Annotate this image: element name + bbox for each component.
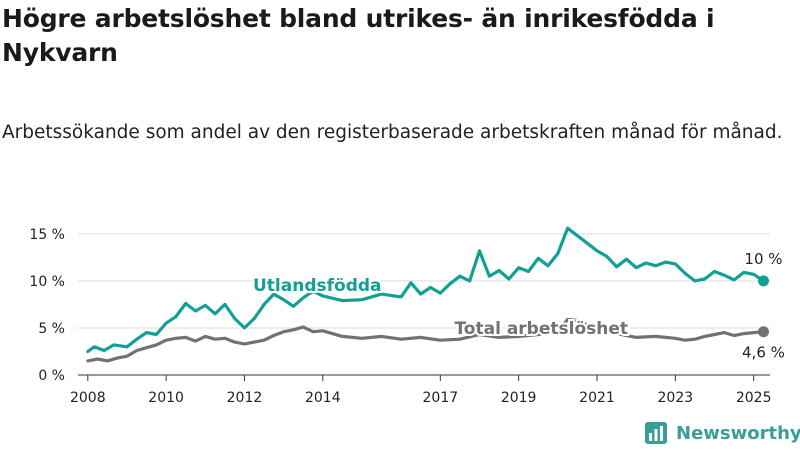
chart-title: Högre arbetslöshet bland utrikes- än inr…	[2, 4, 715, 67]
x-tick-label: 2021	[579, 390, 615, 406]
x-tick-label: 2012	[227, 390, 263, 406]
foreign-born-end-point	[757, 275, 769, 287]
foreign-born-label: Utlandsfödda	[253, 276, 382, 296]
brand-name: Newsworthy	[676, 422, 800, 444]
total-unemployment-line	[86, 317, 766, 363]
x-tick-label: 2019	[501, 390, 537, 406]
y-tick-label: 10 %	[29, 274, 65, 290]
foreign-born-end-label: 10 %	[744, 250, 782, 268]
x-tick-label: 2014	[305, 390, 341, 406]
total-unemployment-label: Total arbetslöshet	[454, 319, 628, 339]
newsworthy-logo-icon	[645, 422, 667, 444]
y-tick-label: 15 %	[29, 227, 65, 243]
y-tick-label: 5 %	[38, 321, 65, 337]
x-tick-label: 2023	[658, 390, 694, 406]
x-tick-label: 2017	[423, 390, 459, 406]
x-tick-label: 2010	[148, 390, 184, 406]
x-tick-label: 2008	[70, 390, 106, 406]
total-end-label: 4,6 %	[742, 344, 785, 362]
x-tick-label: 2025	[736, 390, 772, 406]
y-tick-label: 0 %	[38, 368, 65, 384]
foreign-born-line	[86, 226, 766, 354]
chart-subtitle: Arbetssökande som andel av den registerb…	[2, 122, 783, 143]
brand-credit: Newsworthy	[644, 420, 800, 446]
total-end-point	[757, 326, 769, 338]
